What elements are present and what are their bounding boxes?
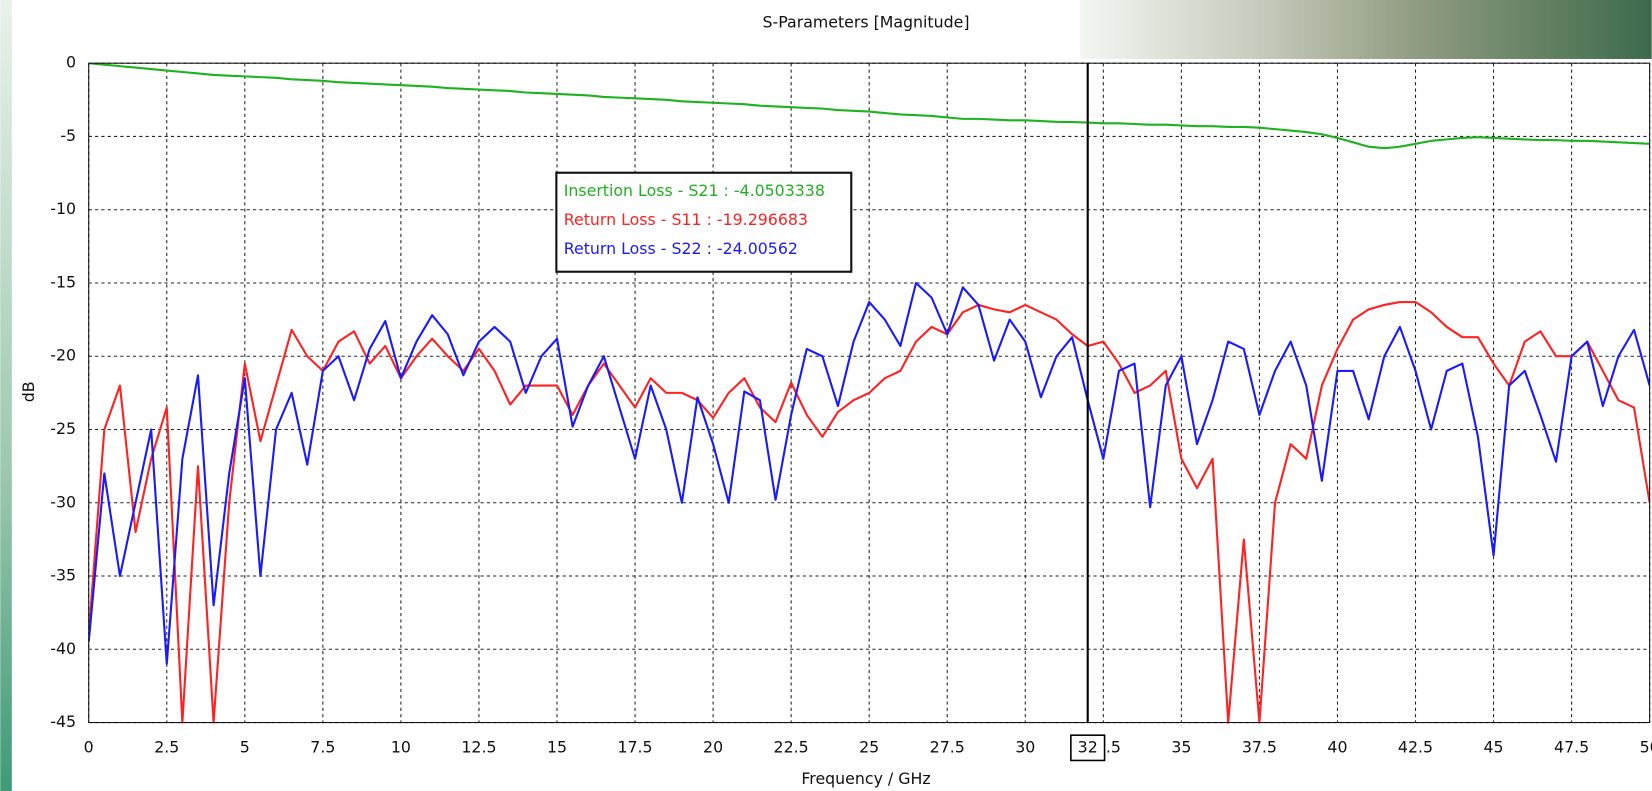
x-tick-label: 47.5 xyxy=(1554,737,1589,756)
x-tick-label: 30 xyxy=(1015,737,1035,756)
chart: S-Parameters [Magnitude] Frequency / GHz… xyxy=(0,0,1652,791)
x-tick-label: 22.5 xyxy=(774,737,809,756)
y-tick-label: -20 xyxy=(50,346,76,365)
x-tick-label: 35 xyxy=(1171,737,1191,756)
x-tick-label: 7.5 xyxy=(310,737,335,756)
x-tick-label: 5 xyxy=(240,737,250,756)
marker-label: 32 xyxy=(1078,737,1098,756)
x-tick-label: 0 xyxy=(84,737,94,756)
window-edge xyxy=(0,0,12,791)
y-tick-label: -40 xyxy=(50,639,76,658)
background xyxy=(0,0,1652,791)
x-tick-label: 12.5 xyxy=(461,737,496,756)
legend: Insertion Loss - S21 : -4.0503338 Return … xyxy=(556,173,851,272)
y-tick-label: -5 xyxy=(60,126,76,145)
chart-title: S-Parameters [Magnitude] xyxy=(763,13,970,32)
y-tick-label: -45 xyxy=(50,712,76,731)
x-axis-label: Frequency / GHz xyxy=(801,769,930,788)
y-tick-label: -35 xyxy=(50,566,76,585)
x-tick-label: 37.5 xyxy=(1242,737,1277,756)
legend-entry: Return Loss - S11 : -19.296683 xyxy=(564,210,808,229)
x-tick-label: 45 xyxy=(1484,737,1504,756)
x-tick-label: 10 xyxy=(391,737,411,756)
y-axis-label: dB xyxy=(19,381,38,402)
x-tick-label: 42.5 xyxy=(1398,737,1433,756)
legend-entry: Insertion Loss - S21 : -4.0503338 xyxy=(564,181,825,200)
x-tick-label: 40 xyxy=(1327,737,1347,756)
x-tick-label: 27.5 xyxy=(930,737,965,756)
x-tick-label: 20 xyxy=(703,737,723,756)
x-tick-label: 50 xyxy=(1640,737,1652,756)
desktop-backdrop xyxy=(1080,0,1652,59)
y-tick-label: -25 xyxy=(50,419,76,438)
x-tick-label: 2.5 xyxy=(154,737,179,756)
y-tick-label: 0 xyxy=(66,53,76,72)
x-tick-label: 25 xyxy=(859,737,879,756)
y-tick-label: -30 xyxy=(50,492,76,511)
y-tick-label: -10 xyxy=(50,199,76,218)
y-tick-label: -15 xyxy=(50,272,76,291)
x-tick-label: 17.5 xyxy=(617,737,652,756)
legend-entry: Return Loss - S22 : -24.00562 xyxy=(564,239,798,258)
x-tick-label: 15 xyxy=(547,737,567,756)
